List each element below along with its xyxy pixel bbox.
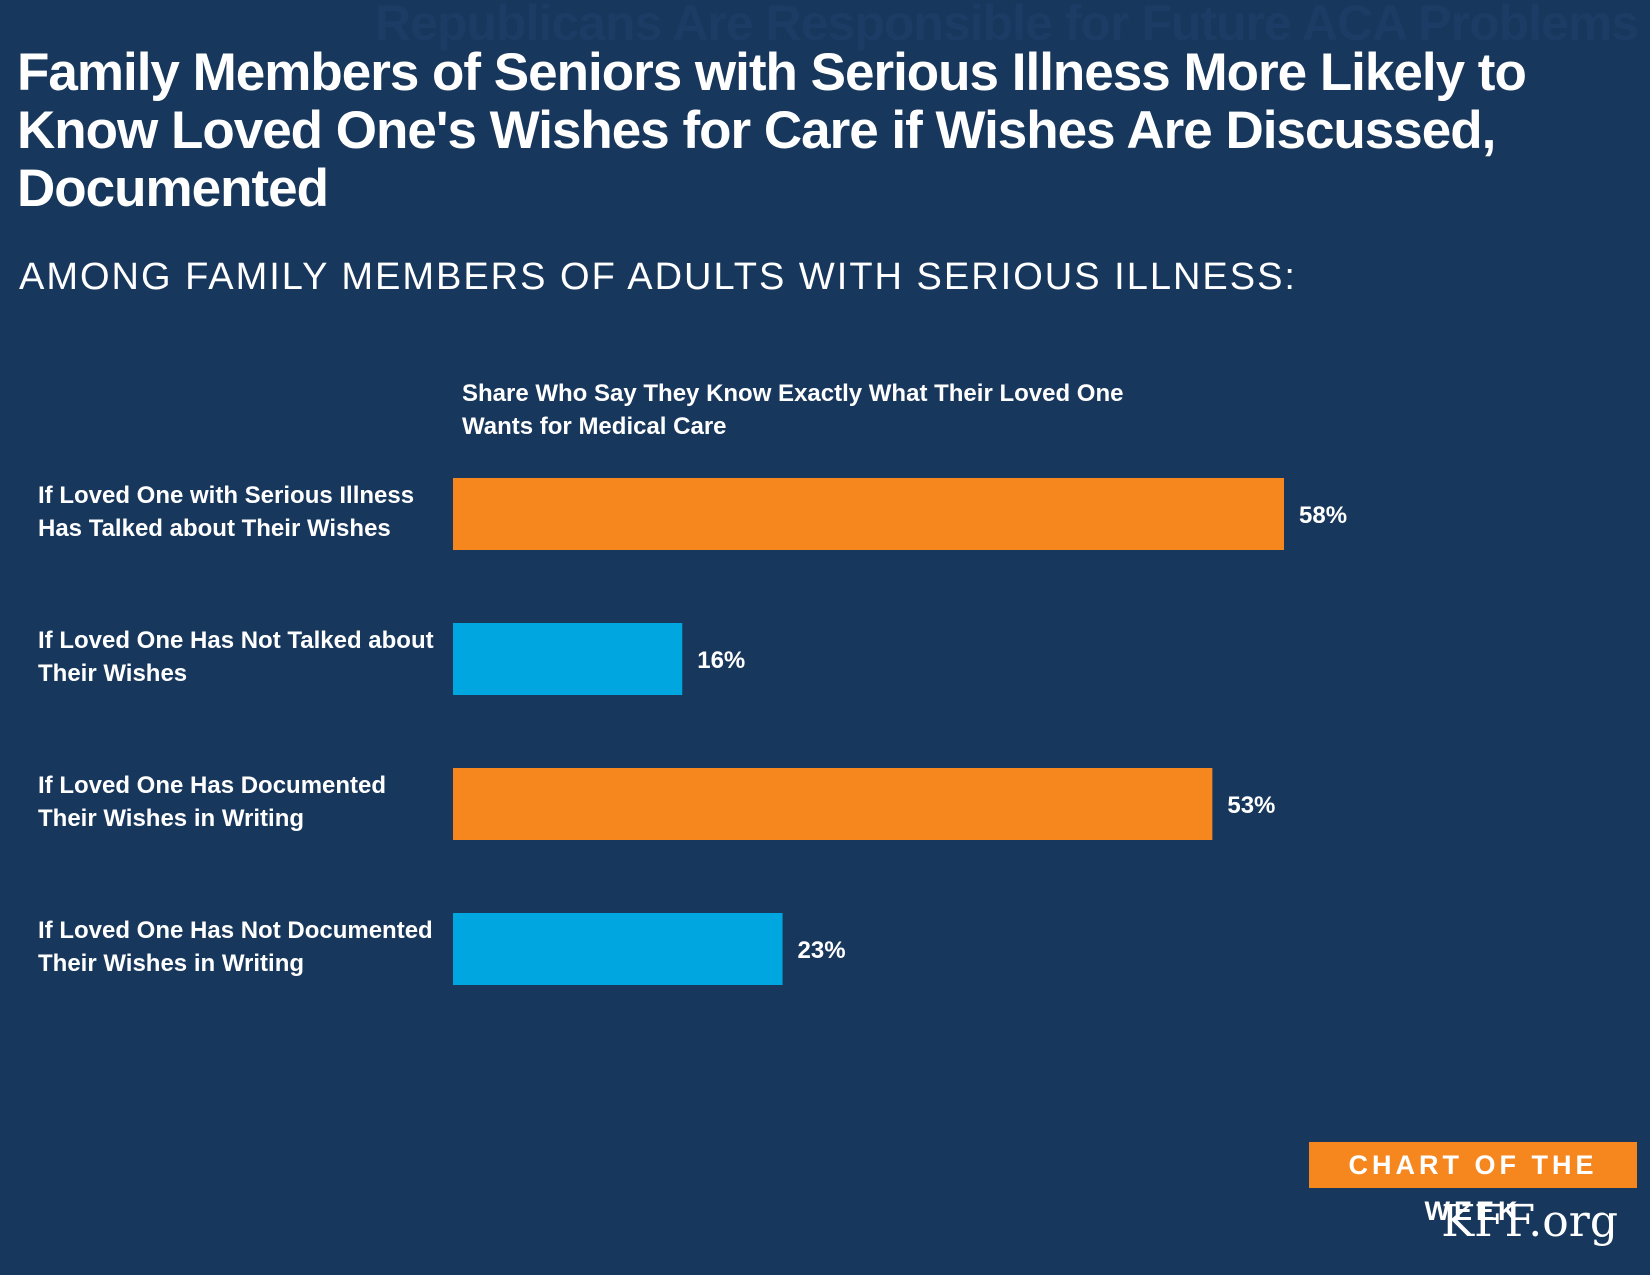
bar-value-label-3: 53% [1227, 792, 1275, 819]
chart-title: Family Members of Seniors with Serious I… [17, 43, 1527, 218]
chart-of-the-week-badge: CHART OF THE WEEK [1309, 1142, 1637, 1226]
bar-value-label-2: 16% [697, 647, 745, 674]
category-label-3: If Loved One Has Documented Their Wishes … [38, 772, 386, 832]
bar-3 [453, 768, 1213, 840]
bar-value-label-1: 58% [1299, 502, 1347, 529]
bar-4 [453, 913, 783, 985]
background-headline: Republicans Are Responsible for Future A… [375, 0, 1639, 51]
bar-1 [453, 478, 1284, 550]
source-logo: KFF.org [1441, 1196, 1618, 1247]
bar-2 [453, 623, 683, 695]
category-label-4: If Loved One Has Not Documented Their Wis… [38, 917, 433, 977]
category-label-1: If Loved One with Serious Illness Has Tal… [38, 482, 414, 542]
chart-series-heading: Share Who Say They Know Exactly What The… [462, 380, 1124, 440]
category-label-2: If Loved One Has Not Talked about Their W… [38, 627, 434, 687]
bar-value-label-4: 23% [798, 937, 846, 964]
chart-subtitle: AMONG FAMILY MEMBERS OF ADULTS WITH SERI… [19, 256, 1297, 298]
